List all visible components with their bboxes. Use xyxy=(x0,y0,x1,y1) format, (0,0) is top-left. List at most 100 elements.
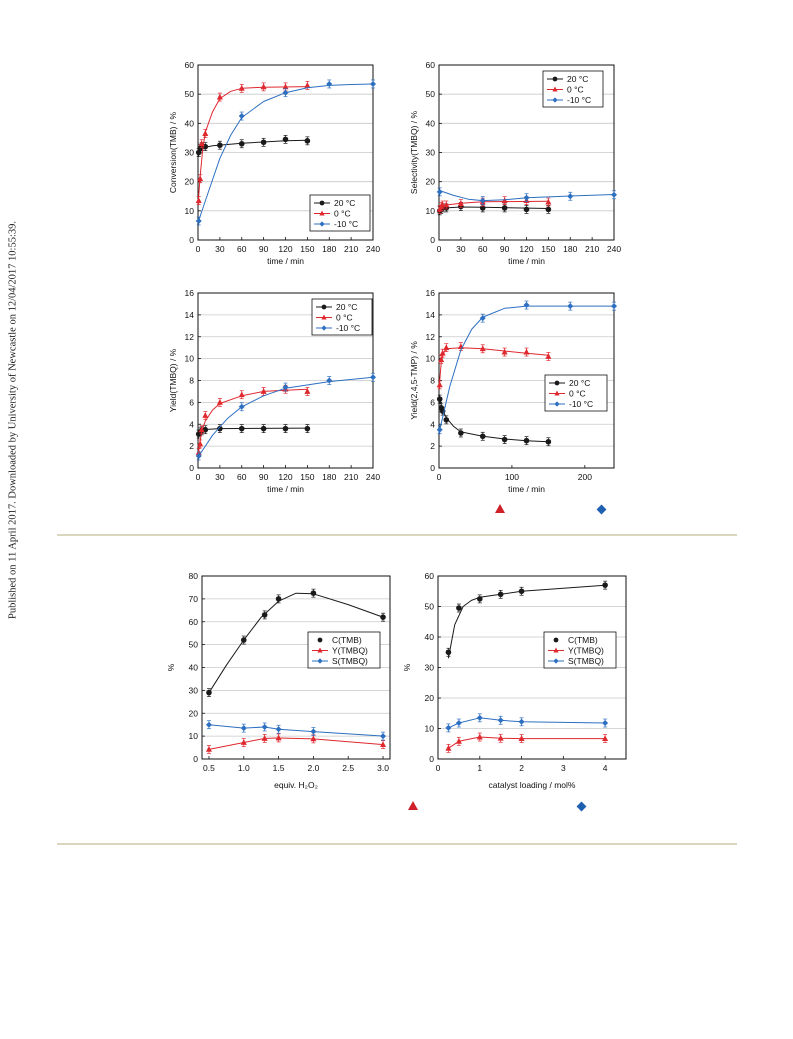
y-tick-label: 10 xyxy=(426,206,436,216)
y-tick-label: 60 xyxy=(189,617,199,627)
data-point xyxy=(202,130,209,136)
y-axis-label: % xyxy=(402,663,412,671)
y-tick-label: 4 xyxy=(430,419,435,429)
data-point xyxy=(238,140,245,147)
data-point xyxy=(261,612,268,618)
data-point xyxy=(216,398,223,405)
y-tick-label: 20 xyxy=(185,177,195,187)
x-axis-label: catalyst loading / mol% xyxy=(489,780,576,790)
data-point xyxy=(195,218,202,225)
data-point xyxy=(216,93,223,100)
x-tick-label: 60 xyxy=(237,244,247,254)
legend-label: S(TMBQ) xyxy=(568,656,604,666)
y-tick-label: 4 xyxy=(189,419,194,429)
data-point xyxy=(282,136,289,143)
data-point xyxy=(611,303,617,310)
data-point xyxy=(206,689,212,696)
fit-line xyxy=(438,189,615,202)
y-tick-label: 60 xyxy=(426,60,436,70)
y-tick-label: 80 xyxy=(189,571,199,581)
x-tick-label: 0 xyxy=(437,244,442,254)
fit-line xyxy=(448,736,606,749)
data-point xyxy=(198,426,205,433)
y-tick-label: 16 xyxy=(185,288,195,298)
x-tick-label: 150 xyxy=(300,472,314,482)
data-point xyxy=(455,737,462,744)
y-axis-label: % xyxy=(166,663,176,671)
legend-marker xyxy=(552,97,558,103)
legend-label: Y(TMBQ) xyxy=(332,646,368,656)
x-tick-label: 60 xyxy=(478,244,488,254)
y-tick-label: 0 xyxy=(430,463,435,473)
data-point xyxy=(240,739,247,745)
data-point xyxy=(602,582,608,588)
data-point xyxy=(445,724,452,731)
data-point xyxy=(310,590,317,596)
data-point xyxy=(261,735,268,741)
fit-line xyxy=(197,83,374,223)
y-tick-label: 40 xyxy=(426,118,436,128)
data-point xyxy=(602,720,609,727)
data-point xyxy=(260,425,267,432)
data-point xyxy=(455,720,462,727)
x-tick-label: 3.0 xyxy=(377,763,389,773)
legend-label: -10 °C xyxy=(334,219,358,229)
data-point xyxy=(195,197,202,204)
data-point xyxy=(523,206,530,213)
data-point xyxy=(439,349,446,356)
fit-line xyxy=(208,724,384,737)
data-point xyxy=(282,83,289,90)
y-tick-label: 6 xyxy=(189,397,194,407)
data-point xyxy=(545,206,552,213)
x-tick-label: 60 xyxy=(237,472,247,482)
y-tick-label: 16 xyxy=(426,288,436,298)
data-point xyxy=(523,194,530,201)
x-axis-label: time / min xyxy=(267,484,304,494)
section-divider xyxy=(57,534,737,536)
data-point xyxy=(436,426,443,433)
legend-label: C(TMB) xyxy=(332,635,362,645)
data-point xyxy=(238,113,245,120)
data-point xyxy=(198,140,205,147)
data-point xyxy=(567,193,574,200)
x-tick-label: 2 xyxy=(519,763,524,773)
x-tick-label: 180 xyxy=(322,472,336,482)
x-tick-label: 120 xyxy=(519,244,533,254)
x-tick-label: 0.5 xyxy=(203,763,215,773)
legend-marker xyxy=(554,401,560,407)
y-tick-label: 10 xyxy=(189,731,199,741)
x-tick-label: 240 xyxy=(607,244,621,254)
x-tick-label: 90 xyxy=(259,244,269,254)
data-point xyxy=(260,388,267,394)
x-tick-label: 210 xyxy=(344,244,358,254)
fit-line xyxy=(438,206,549,212)
y-tick-label: 60 xyxy=(425,571,435,581)
data-point xyxy=(567,303,574,310)
y-tick-label: 50 xyxy=(185,89,195,99)
y-tick-label: 20 xyxy=(426,177,436,187)
equiv-h2o2-chart: 0 10 20 30 40 50 60 70 80 0.5 1.0 1.5 2.0 2.5 3.0 equiv… xyxy=(166,571,391,790)
y-tick-label: 6 xyxy=(430,397,435,407)
y-tick-label: 14 xyxy=(426,310,436,320)
legend-marker xyxy=(317,637,323,643)
x-tick-label: 150 xyxy=(541,244,555,254)
x-axis-label: equiv. H₂O₂ xyxy=(274,780,318,790)
data-point xyxy=(195,452,202,459)
y-tick-label: 50 xyxy=(426,89,436,99)
x-tick-label: 0 xyxy=(196,472,201,482)
data-point xyxy=(326,377,333,384)
y-tick-label: 40 xyxy=(189,663,199,673)
legend-marker xyxy=(321,325,327,331)
data-point xyxy=(217,425,223,432)
data-point xyxy=(238,403,245,410)
yield-tmbq-chart: 0 2 4 6 8 10 12 14 16 0 30 60 90 120 150 180 210 240 time … xyxy=(168,288,380,494)
section-divider xyxy=(57,843,737,845)
data-point xyxy=(443,417,450,423)
data-point xyxy=(380,733,387,740)
x-tick-label: 210 xyxy=(585,244,599,254)
catalyst-loading-chart: 0 10 20 30 40 50 60 0 1 2 3 4 catalyst loading / mol… xyxy=(402,571,627,790)
x-tick-label: 90 xyxy=(259,472,269,482)
x-tick-label: 3 xyxy=(561,763,566,773)
data-point xyxy=(282,384,289,391)
data-point xyxy=(518,588,525,595)
